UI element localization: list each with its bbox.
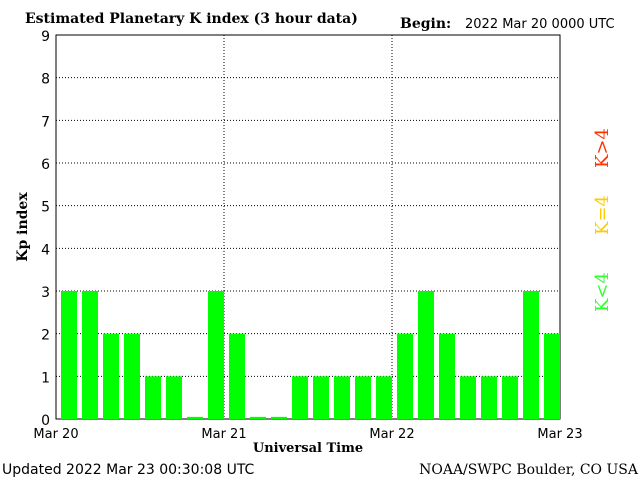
y-tick-label: 0 (41, 413, 50, 429)
x-axis-label: Universal Time (253, 441, 363, 456)
kp-bar (271, 416, 287, 419)
kp-bar (82, 291, 98, 419)
kp-bar (397, 333, 413, 419)
legend-k-equal-4: K=4 (592, 195, 613, 235)
kp-bar (145, 376, 161, 419)
y-tick-label: 7 (41, 114, 50, 130)
kp-bar (523, 291, 539, 419)
updated-text: Updated 2022 Mar 23 00:30:08 UTC (2, 462, 255, 478)
kp-bar (481, 376, 497, 419)
kp-bar (502, 376, 518, 419)
chart-title: Estimated Planetary K index (3 hour data… (25, 11, 358, 27)
kp-bar (313, 376, 329, 419)
y-tick-label: 4 (41, 242, 50, 258)
legend-k-less-4: K<4 (592, 272, 613, 312)
y-tick-label: 9 (41, 29, 50, 45)
kp-bar (229, 333, 245, 419)
y-tick-labels: 0 1 2 3 4 5 6 7 8 9 (41, 29, 50, 429)
bars (61, 291, 560, 419)
source-text: NOAA/SWPC Boulder, CO USA (419, 462, 639, 478)
begin-value: 2022 Mar 20 0000 UTC (465, 17, 615, 32)
kp-bar (187, 416, 203, 419)
y-tick-label: 5 (41, 200, 50, 216)
kp-bar (355, 376, 371, 419)
kp-bar (418, 291, 434, 419)
x-tick-labels: Mar 20 Mar 21 Mar 22 Mar 23 (33, 427, 582, 442)
y-tick-label: 8 (41, 72, 50, 88)
kp-bar (544, 333, 560, 419)
y-tick-label: 1 (41, 370, 50, 386)
kp-bar (124, 333, 140, 419)
x-tick-label: Mar 22 (369, 427, 414, 442)
x-tick-label: Mar 20 (33, 427, 78, 442)
kp-bar (103, 333, 119, 419)
y-tick-label: 6 (41, 157, 50, 173)
kp-bar (61, 291, 77, 419)
kp-bar (460, 376, 476, 419)
legend-k-greater-4: K>4 (592, 128, 613, 168)
x-tick-label: Mar 21 (201, 427, 246, 442)
y-tick-label: 2 (41, 328, 50, 344)
y-axis-label: Kp index (15, 192, 31, 262)
begin-label: Begin: (400, 16, 451, 32)
y-tick-label: 3 (41, 285, 50, 301)
kp-bar (292, 376, 308, 419)
kp-bar (250, 416, 266, 419)
kp-bar (166, 376, 182, 419)
kp-bar (376, 376, 392, 419)
kp-bar (439, 333, 455, 419)
kp-bar (334, 376, 350, 419)
kp-bar (208, 291, 224, 419)
x-tick-label: Mar 23 (537, 427, 582, 442)
